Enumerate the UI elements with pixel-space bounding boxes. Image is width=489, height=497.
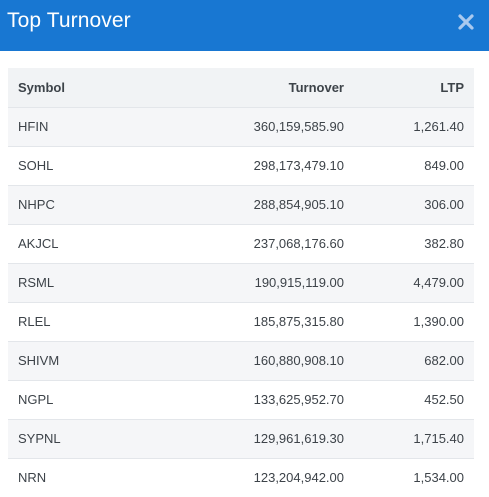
cell-turnover: 298,173,479.10: [158, 145, 354, 185]
turnover-table: Symbol Turnover LTP HFIN 360,159,585.90 1,…: [8, 68, 474, 497]
table-row[interactable]: AKJCL 237,068,176.60 382.80: [8, 223, 474, 263]
modal-title: Top Turnover: [7, 9, 131, 32]
cell-turnover: 288,854,905.10: [158, 184, 354, 224]
close-icon[interactable]: [457, 13, 475, 31]
cell-symbol: NHPC: [8, 184, 158, 224]
cell-symbol: RSML: [8, 262, 158, 302]
cell-symbol: AKJCL: [8, 223, 158, 263]
cell-ltp: 849.00: [354, 145, 474, 185]
column-header-ltp: LTP: [440, 79, 464, 95]
cell-symbol: NRN: [8, 457, 158, 497]
cell-turnover: 360,159,585.90: [158, 106, 354, 146]
modal-header: Top Turnover: [0, 0, 489, 51]
table-row[interactable]: SHIVM 160,880,908.10 682.00: [8, 340, 474, 380]
table-row[interactable]: SOHL 298,173,479.10 849.00: [8, 145, 474, 185]
table-row[interactable]: NGPL 133,625,952.70 452.50: [8, 379, 474, 419]
cell-ltp: 1,534.00: [354, 457, 474, 497]
table-row[interactable]: SYPNL 129,961,619.30 1,715.40: [8, 418, 474, 458]
cell-ltp: 1,715.40: [354, 418, 474, 458]
turnover-table-container: Symbol Turnover LTP HFIN 360,159,585.90 1,…: [8, 68, 474, 497]
table-row[interactable]: NHPC 288,854,905.10 306.00: [8, 184, 474, 224]
cell-symbol: RLEL: [8, 301, 158, 341]
cell-symbol: NGPL: [8, 379, 158, 419]
cell-symbol: SOHL: [8, 145, 158, 185]
table-header: Symbol Turnover LTP: [8, 68, 474, 107]
cell-turnover: 133,625,952.70: [158, 379, 354, 419]
cell-turnover: 160,880,908.10: [158, 340, 354, 380]
table-header-row: Symbol Turnover LTP: [8, 68, 474, 107]
close-button[interactable]: [457, 13, 475, 31]
cell-ltp: 682.00: [354, 340, 474, 380]
cell-ltp: 4,479.00: [354, 262, 474, 302]
cell-turnover: 185,875,315.80: [158, 301, 354, 341]
cell-ltp: 1,390.00: [354, 301, 474, 341]
cell-symbol: HFIN: [8, 106, 158, 146]
column-header-symbol: Symbol: [18, 79, 65, 95]
table-row[interactable]: HFIN 360,159,585.90 1,261.40: [8, 106, 474, 146]
table-row[interactable]: NRN 123,204,942.00 1,534.00: [8, 457, 474, 497]
cell-symbol: SYPNL: [8, 418, 158, 458]
table-body: HFIN 360,159,585.90 1,261.40 SOHL 298,173,47…: [8, 106, 474, 497]
cell-turnover: 190,915,119.00: [158, 262, 354, 302]
cell-ltp: 1,261.40: [354, 106, 474, 146]
table-row[interactable]: RSML 190,915,119.00 4,479.00: [8, 262, 474, 302]
cell-ltp: 452.50: [354, 379, 474, 419]
cell-turnover: 123,204,942.00: [158, 457, 354, 497]
cell-turnover: 129,961,619.30: [158, 418, 354, 458]
cell-ltp: 382.80: [354, 223, 474, 263]
cell-symbol: SHIVM: [8, 340, 158, 380]
cell-turnover: 237,068,176.60: [158, 223, 354, 263]
table-row[interactable]: RLEL 185,875,315.80 1,390.00: [8, 301, 474, 341]
column-header-turnover: Turnover: [288, 79, 344, 95]
cell-ltp: 306.00: [354, 184, 474, 224]
